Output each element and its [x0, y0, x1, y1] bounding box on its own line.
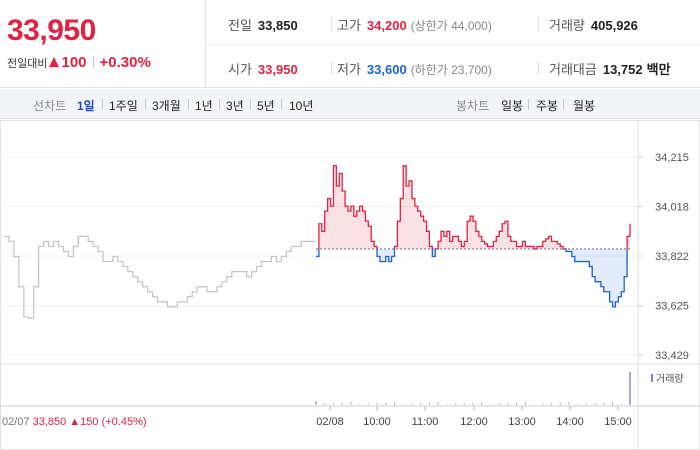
quote-stats: 전일 33,850 고가 34,200 (상한가 44,000) 거래량 405,926… — [206, 0, 700, 88]
price-chart-svg: 34,215 34,018 33,822 33,625 33,429 02/08 10:00… — [0, 120, 700, 450]
y-tick-label: 33,822 — [655, 251, 689, 263]
change-label: 전일대비 — [7, 58, 48, 70]
prev-day-line — [4, 235, 316, 319]
divider — [145, 99, 146, 110]
x-tick-label: 13:00 — [508, 416, 536, 428]
stat-open: 시가 33,950 — [228, 59, 298, 78]
stat-label: 거래량 — [549, 18, 585, 33]
period-1d[interactable]: 1일 — [77, 99, 95, 113]
x-tick-label: 15:00 — [604, 416, 632, 428]
x-tick-label: 10:00 — [363, 416, 391, 428]
y-tick-label: 34,018 — [655, 202, 689, 214]
divider — [250, 99, 251, 110]
divider — [538, 62, 539, 74]
stat-label: 시가 — [228, 62, 252, 77]
line-chart-label: 선차트 — [33, 99, 67, 113]
price-summary: 33,950 전일대비 100 +0.30% — [0, 0, 206, 88]
period-3m[interactable]: 3개월 — [152, 99, 181, 113]
price-chart: 34,215 34,018 33,822 33,625 33,429 02/08 10:00… — [0, 120, 700, 450]
stat-volume: 거래량 405,926 — [549, 15, 638, 34]
candle-chart-label: 봉차트 — [456, 99, 490, 113]
quote-header: 33,950 전일대비 100 +0.30% 전일 33,850 고가 34,200 (상… — [0, 0, 700, 88]
candle-monthly[interactable]: 월봉 — [573, 99, 596, 113]
stat-value: 34,200 — [366, 18, 407, 33]
x-tick-label: 12:00 — [460, 416, 488, 428]
lower-limit-note: (하한가 23,700) — [410, 63, 492, 77]
today-down-area — [316, 248, 630, 307]
stat-value: 405,926 — [590, 18, 638, 33]
stat-value: 33,850 — [257, 18, 298, 33]
chart-toolbar: 선차트 1일 1주일 3개월 1년 3년 5년 10년 봉차트 일봉 주봉 월봉 — [0, 89, 700, 119]
divider — [102, 99, 103, 110]
divider — [563, 99, 564, 110]
stat-value: 33,600 — [366, 62, 407, 77]
change-amount: 100 — [61, 54, 87, 71]
period-5y[interactable]: 5년 — [257, 99, 275, 113]
up-triangle-icon — [49, 57, 60, 67]
stat-label: 거래대금 — [549, 62, 597, 77]
period-10y[interactable]: 10년 — [289, 99, 314, 113]
change-percent: +0.30% — [99, 54, 151, 71]
stat-low: 저가 33,600 (하한가 23,700) — [337, 59, 492, 78]
divider — [528, 99, 529, 110]
amount-unit: 백만 — [646, 62, 671, 77]
stat-prev-close: 전일 33,850 — [228, 15, 298, 34]
today-down-line — [316, 248, 628, 308]
divider — [206, 44, 700, 45]
y-tick-label: 33,625 — [655, 301, 689, 313]
divider — [331, 62, 332, 74]
prev-day-info: 02/07 33,850 ▲150 (+0.45%) — [2, 416, 147, 428]
stat-trade-amount: 거래대금 13,752 백만 — [549, 59, 671, 78]
x-tick-label: 02/08 — [316, 416, 344, 428]
stat-label: 저가 — [337, 62, 361, 77]
volume-legend-swatch — [651, 374, 653, 382]
candle-daily[interactable]: 일봉 — [501, 99, 524, 113]
prev-day-date: 02/07 — [2, 416, 33, 428]
period-1y[interactable]: 1년 — [195, 99, 213, 113]
prev-day-close-change: 33,850 ▲150 (+0.45%) — [33, 416, 147, 428]
y-tick-label: 34,215 — [655, 152, 689, 164]
stat-label: 고가 — [337, 18, 361, 33]
stat-high: 고가 34,200 (상한가 44,000) — [337, 15, 492, 34]
today-up-area — [318, 165, 630, 249]
stat-label: 전일 — [228, 18, 252, 33]
x-tick-label: 11:00 — [412, 416, 439, 428]
divider — [188, 99, 189, 110]
period-3y[interactable]: 3년 — [226, 99, 244, 113]
x-tick-label: 14:00 — [556, 416, 584, 428]
upper-limit-note: (상한가 44,000) — [410, 19, 492, 33]
divider — [92, 56, 94, 68]
candle-weekly[interactable]: 주봉 — [536, 99, 559, 113]
divider — [331, 18, 332, 30]
chart-frame — [0, 120, 700, 450]
divider — [219, 99, 220, 110]
divider — [281, 99, 282, 110]
price-change: 전일대비 100 +0.30% — [7, 54, 151, 71]
current-price: 33,950 — [7, 14, 96, 47]
volume-legend-label: 거래량 — [656, 373, 684, 385]
period-1w[interactable]: 1주일 — [109, 99, 138, 113]
y-tick-label: 33,429 — [655, 350, 689, 362]
stat-value: 13,752 — [602, 62, 643, 77]
stat-value: 33,950 — [257, 62, 298, 77]
today-up-line — [318, 165, 631, 249]
divider — [538, 18, 539, 30]
